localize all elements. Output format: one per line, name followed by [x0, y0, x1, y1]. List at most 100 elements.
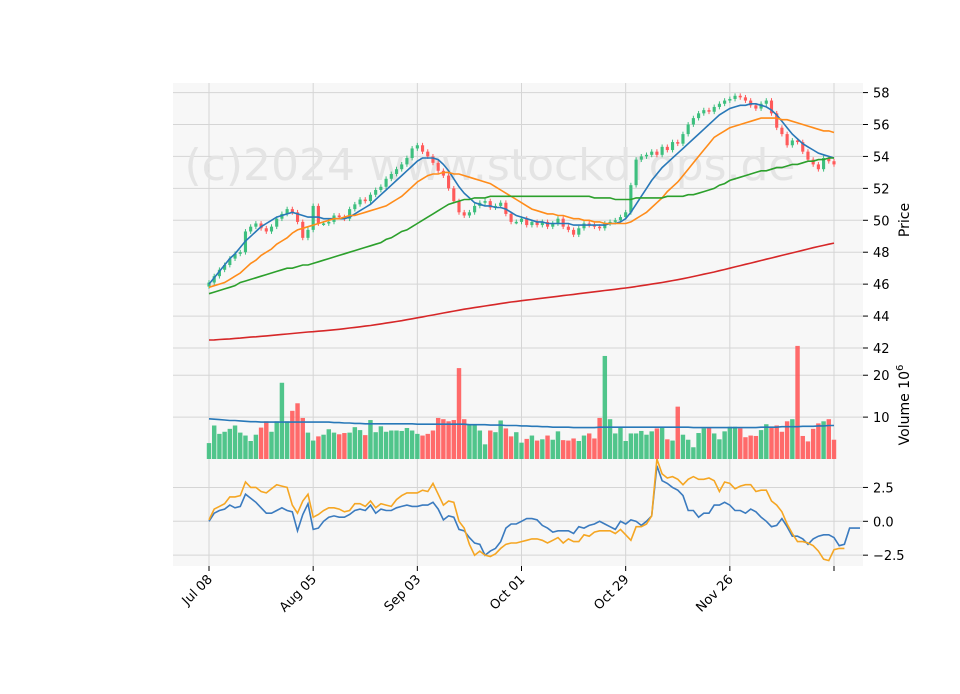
- volume-bar: [691, 447, 696, 459]
- volume-bar: [665, 439, 670, 459]
- volume-panel: [206, 345, 837, 459]
- candle-body: [457, 201, 461, 213]
- volume-bar: [482, 444, 488, 459]
- candle-body: [551, 223, 555, 227]
- volume-bar: [253, 434, 259, 459]
- volume-bar: [300, 417, 305, 459]
- x-tick-label: Nov 26: [693, 572, 736, 615]
- volume-bar: [696, 433, 701, 459]
- candle-body: [447, 175, 451, 189]
- volume-bar: [488, 430, 493, 459]
- volume-bar: [295, 403, 300, 459]
- volume-bar: [764, 424, 769, 459]
- candle-body: [363, 199, 367, 202]
- volume-bar: [316, 436, 321, 459]
- x-tick-label: Oct 01: [487, 572, 528, 613]
- candle-body: [816, 164, 820, 170]
- candle-body: [322, 223, 326, 225]
- volume-bar: [394, 430, 399, 459]
- candle-body: [806, 151, 810, 160]
- candle-body: [801, 142, 805, 152]
- candle-body: [754, 105, 758, 109]
- volume-bar: [461, 419, 467, 459]
- volume-bar: [706, 428, 712, 459]
- volume-bar: [685, 439, 691, 459]
- volume-bar: [305, 432, 311, 459]
- candle-body: [624, 212, 628, 218]
- oscillator-y-tick-label: −2.5: [873, 549, 905, 564]
- candle-body: [665, 146, 669, 151]
- price-y-tick-label: 52: [873, 182, 890, 197]
- volume-y-tick-label: 20: [873, 369, 890, 384]
- price-y-tick-label: 50: [873, 214, 890, 229]
- volume-bar: [404, 428, 410, 459]
- volume-bar: [409, 430, 415, 459]
- volume-bar: [581, 435, 587, 459]
- candle-body: [223, 264, 227, 270]
- candle-body: [514, 221, 518, 224]
- volume-bar: [258, 427, 264, 459]
- volume-bar: [269, 431, 274, 459]
- volume-bar: [732, 426, 738, 459]
- volume-bar: [821, 421, 826, 459]
- candle-body: [483, 201, 487, 203]
- volume-bar: [779, 431, 785, 459]
- volume-bar: [342, 433, 347, 459]
- moving-average-mid-line: [208, 117, 835, 289]
- candle-body: [530, 221, 534, 226]
- candle-body: [301, 221, 305, 238]
- volume-bar: [545, 435, 550, 459]
- candle-body: [238, 252, 242, 254]
- volume-bar: [727, 426, 733, 459]
- candle-body: [405, 158, 409, 165]
- volume-bar: [378, 426, 384, 459]
- candle-body: [618, 217, 623, 221]
- candle-body: [467, 212, 471, 216]
- candle-body: [462, 212, 466, 216]
- candle-body: [488, 201, 492, 208]
- oscillator-line-orange: [208, 458, 845, 562]
- volume-bar: [336, 434, 342, 459]
- volume-bar: [477, 430, 483, 459]
- volume-bar: [279, 382, 285, 459]
- volume-bar: [633, 433, 639, 459]
- volume-bar: [618, 427, 623, 459]
- volume-bar: [331, 432, 337, 459]
- volume-bar: [659, 428, 665, 459]
- candle-body: [790, 140, 794, 146]
- volume-bar: [383, 431, 389, 459]
- volume-bar: [321, 434, 326, 459]
- volume-bar: [555, 431, 561, 459]
- candle-body: [207, 282, 211, 287]
- volume-bar: [451, 420, 457, 459]
- oscillator-y-tick-label: 2.5: [873, 481, 894, 496]
- volume-bar: [446, 421, 451, 459]
- volume-bar: [232, 425, 238, 459]
- candle-body: [275, 218, 279, 227]
- candle-body: [306, 229, 310, 238]
- volume-bar: [508, 436, 514, 459]
- x-tick-label: Oct 29: [591, 572, 632, 613]
- candle-body: [634, 159, 638, 186]
- volume-bar: [284, 421, 290, 459]
- volume-bar: [352, 427, 358, 459]
- volume-bar: [217, 433, 222, 459]
- volume-bar: [441, 419, 446, 459]
- volume-bar: [831, 439, 837, 459]
- candle-body: [358, 199, 362, 205]
- volume-bar: [816, 423, 821, 459]
- candle-body: [519, 218, 524, 222]
- candle-body: [822, 158, 826, 170]
- candle-body: [572, 229, 576, 235]
- volume-bar: [774, 425, 779, 459]
- volume-bar: [654, 428, 660, 459]
- volume-bar: [357, 430, 363, 459]
- volume-bar: [748, 435, 753, 459]
- candle-body: [764, 100, 768, 104]
- price-y-tick-label: 54: [873, 150, 890, 165]
- candle-body: [509, 213, 513, 222]
- volume-bar: [623, 440, 628, 459]
- volume-bar: [826, 419, 832, 459]
